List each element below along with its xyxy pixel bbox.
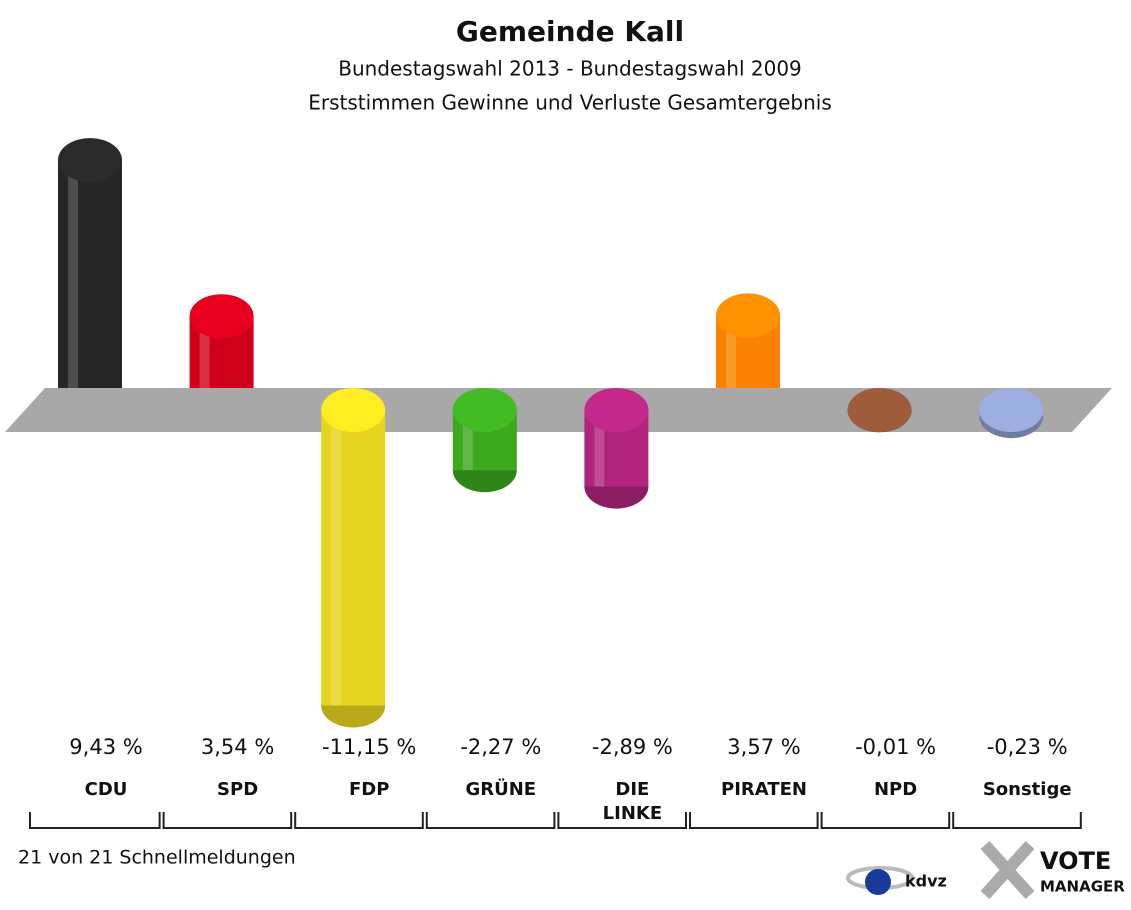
- bracket: [162, 812, 293, 829]
- bar-cap: [716, 293, 780, 338]
- value-label: -2,27 %: [460, 735, 541, 759]
- bar-highlight: [594, 410, 605, 487]
- x-tick-label: Sonstige: [983, 779, 1072, 800]
- bar: [321, 410, 386, 706]
- logo-ball: [865, 869, 891, 895]
- logo-text: VOTE: [1040, 847, 1111, 875]
- x-tick-label: DIE LINKE: [603, 779, 662, 824]
- bar: [58, 160, 122, 410]
- bracket: [425, 812, 556, 829]
- bar-cap: [58, 138, 122, 183]
- value-label: 9,43 %: [69, 735, 142, 759]
- bar-highlight: [199, 316, 210, 410]
- footer: 21 von 21 Schnellmeldungen: [18, 847, 296, 869]
- x-tick-label: CDU: [85, 779, 128, 800]
- logo-text: kdvz: [905, 872, 947, 891]
- chart-subtitle: Bundestagswahl 2013 - Bundestagswahl 200…: [338, 57, 802, 81]
- value-label: -2,89 %: [592, 735, 673, 759]
- x-tick-label: GRÜNE: [465, 778, 536, 800]
- value-label: -0,01 %: [855, 735, 936, 759]
- bar-cap: [321, 388, 386, 432]
- bracket: [29, 812, 161, 829]
- bar-cap: [847, 388, 912, 432]
- bracket: [952, 812, 1082, 829]
- bar-highlight: [726, 315, 736, 410]
- value-label: 3,54 %: [201, 735, 274, 759]
- bar-cap: [979, 388, 1044, 432]
- x-tick-label: NPD: [874, 779, 917, 800]
- bracket: [689, 812, 819, 829]
- value-label: -11,15 %: [322, 735, 416, 759]
- bracket: [557, 812, 687, 829]
- bar-cap: [189, 294, 254, 339]
- logo-x: [980, 840, 1035, 900]
- bar-highlight: [68, 160, 78, 410]
- bar-cap: [584, 388, 649, 432]
- bracket: [294, 812, 424, 829]
- chart-title: Gemeinde Kall: [456, 15, 684, 48]
- value-label: 3,57 %: [727, 735, 800, 759]
- bar-highlight: [331, 410, 342, 706]
- zero-plane: [5, 388, 1112, 432]
- bar-cap: [452, 388, 517, 432]
- x-tick-label: PIRATEN: [721, 779, 807, 800]
- x-tick-label: SPD: [217, 779, 258, 800]
- chart-subtitle: Erststimmen Gewinne und Verluste Gesamte…: [308, 91, 832, 115]
- bracket: [820, 812, 951, 829]
- logo-text: MANAGER: [1040, 878, 1125, 896]
- bar-highlight: [462, 410, 473, 471]
- x-tick-label: FDP: [349, 779, 389, 800]
- value-label: -0,23 %: [987, 735, 1068, 759]
